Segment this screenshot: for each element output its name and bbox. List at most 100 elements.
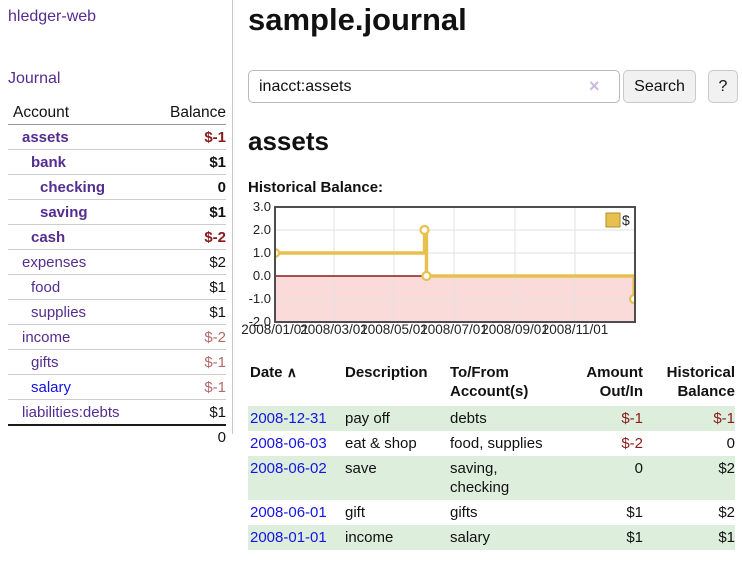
transaction-balance: $2 (718, 460, 735, 477)
account-balance: $-2 (153, 324, 226, 350)
transaction-balance: $2 (718, 504, 735, 521)
account-link-income[interactable]: income (22, 328, 71, 346)
accounts-total-row: 0 (8, 424, 226, 449)
transaction-date-link[interactable]: 2008-06-03 (250, 435, 327, 452)
account-link-saving[interactable]: saving (40, 203, 88, 221)
register-header-balance: Historical Balance (666, 364, 735, 400)
account-row: gifts $-1 (8, 349, 226, 375)
historical-balance-chart: $ 3.0 2.0 1.0 0.0 -1.0 -2.0 2008/01/01 2008/03… (241, 199, 648, 345)
account-link-assets[interactable]: assets (22, 128, 69, 146)
transaction-balance: $1 (718, 529, 735, 546)
account-row: assets $-1 (8, 124, 226, 150)
chart-plot-area: $ (274, 206, 636, 323)
clear-search-icon[interactable]: × (589, 76, 600, 96)
account-balance: $1 (153, 149, 226, 175)
account-link-cash[interactable]: cash (31, 228, 66, 246)
sidebar-item-journal[interactable]: Journal (8, 70, 61, 87)
transaction-date-link[interactable]: 2008-01-01 (250, 529, 327, 546)
accounts-table: Account Balance assets $-1 bank $1 checking 0… (8, 101, 226, 449)
transaction-description: eat & shop (345, 435, 417, 452)
transaction-balance: $-1 (713, 410, 735, 427)
page-title: sample.journal (248, 2, 467, 37)
account-link-salary[interactable]: salary (31, 378, 72, 396)
transaction-amount: $1 (626, 504, 643, 521)
transaction-description: save (345, 460, 377, 477)
account-balance: $1 (153, 299, 226, 325)
accounts-table-header: Account Balance (8, 101, 226, 125)
account-row: checking 0 (8, 174, 226, 200)
account-heading: assets (248, 126, 329, 156)
account-row: cash $-2 (8, 224, 226, 250)
chart-title: Historical Balance: (248, 179, 384, 196)
transaction-date-link[interactable]: 2008-06-01 (250, 504, 327, 521)
sidebar: hledger-web Journal Account Balance asse… (0, 0, 233, 449)
transaction-description: pay off (345, 410, 390, 427)
transaction-amount: $-1 (621, 410, 643, 427)
transaction-accounts: debts (450, 410, 487, 427)
transaction-balance: 0 (726, 435, 735, 452)
register-header-row: Date ∧ Description To/From Account(s) Am… (248, 361, 735, 406)
data-point (419, 224, 430, 236)
search-button[interactable]: Search (623, 70, 696, 103)
accounts-header-account: Account (8, 101, 154, 125)
register-table: Date ∧ Description To/From Account(s) Am… (248, 361, 735, 550)
account-balance: $1 (153, 199, 226, 225)
account-balance: 0 (153, 174, 226, 200)
account-row: income $-2 (8, 324, 226, 350)
x-tick-label: 2008/01/01 (241, 322, 309, 337)
account-link-gifts[interactable]: gifts (31, 353, 59, 371)
x-tick-label: 2008/11/01 (541, 322, 609, 337)
transaction-description: income (345, 529, 394, 546)
account-link-checking[interactable]: checking (40, 178, 106, 196)
transaction-accounts: saving, checking (450, 460, 510, 496)
help-button[interactable]: ? (708, 70, 738, 103)
y-tick-label: 3.0 (252, 199, 271, 214)
main-content: sample.journal × Search ? assets Histori… (241, 0, 742, 582)
account-row: food $1 (8, 274, 226, 300)
search-bar: × Search ? (248, 70, 742, 104)
account-balance: $-2 (153, 224, 226, 250)
y-tick-label: 1.0 (252, 245, 271, 260)
register-row[interactable]: 2008-12-31 pay off debts $-1 $-1 (248, 406, 735, 431)
account-link-expenses[interactable]: expenses (22, 253, 87, 271)
account-row: saving $1 (8, 199, 226, 225)
app-title-link[interactable]: hledger-web (8, 8, 97, 25)
account-balance: $-1 (153, 349, 226, 375)
register-header-description: Description (345, 364, 428, 381)
transaction-description: gift (345, 504, 366, 521)
register-header-accounts: To/From Account(s) (450, 364, 529, 400)
account-balance: $2 (153, 249, 226, 275)
account-balance: $-1 (153, 124, 226, 150)
account-link-food[interactable]: food (31, 278, 61, 296)
account-balance: $-1 (153, 374, 226, 400)
x-tick-label: 2008/07/01 (420, 322, 488, 337)
x-tick-label: 2008/09/01 (481, 322, 549, 337)
register-row[interactable]: 2008-06-03 eat & shop food, supplies $-2 0 (248, 431, 735, 456)
transaction-date-link[interactable]: 2008-12-31 (250, 410, 327, 427)
chart-border (274, 206, 636, 323)
y-tick-label: -1.0 (248, 291, 271, 306)
register-header-date[interactable]: Date ∧ (250, 364, 297, 381)
transaction-accounts: food, supplies (450, 435, 543, 452)
register-row[interactable]: 2008-06-01 gift gifts $1 $2 (248, 500, 735, 525)
account-link-supplies[interactable]: supplies (31, 303, 87, 321)
y-tick-label: 0.0 (252, 268, 271, 283)
legend-label: $ (622, 212, 630, 228)
account-balance: $1 (209, 403, 226, 421)
account-row: bank $1 (8, 149, 226, 175)
register-row[interactable]: 2008-01-01 income salary $1 $1 (248, 525, 735, 550)
register-row[interactable]: 2008-06-02 save saving, checking 0 $2 (248, 456, 735, 500)
account-balance: $1 (153, 274, 226, 300)
transaction-amount: $-2 (621, 435, 643, 452)
accounts-total-value: 0 (153, 424, 226, 449)
y-tick-label: -2.0 (248, 314, 271, 329)
search-input[interactable] (248, 70, 620, 103)
account-row: supplies $1 (8, 299, 226, 325)
register-header-amount: Amount Out/In (586, 364, 643, 400)
account-link-bank[interactable]: bank (31, 153, 67, 171)
transaction-date-link[interactable]: 2008-06-02 (250, 460, 327, 477)
data-point (421, 270, 432, 282)
y-tick-label: 2.0 (252, 222, 271, 237)
transaction-amount: 0 (634, 460, 643, 477)
account-link-liabilities-debts[interactable]: liabilities:debts (22, 403, 120, 421)
